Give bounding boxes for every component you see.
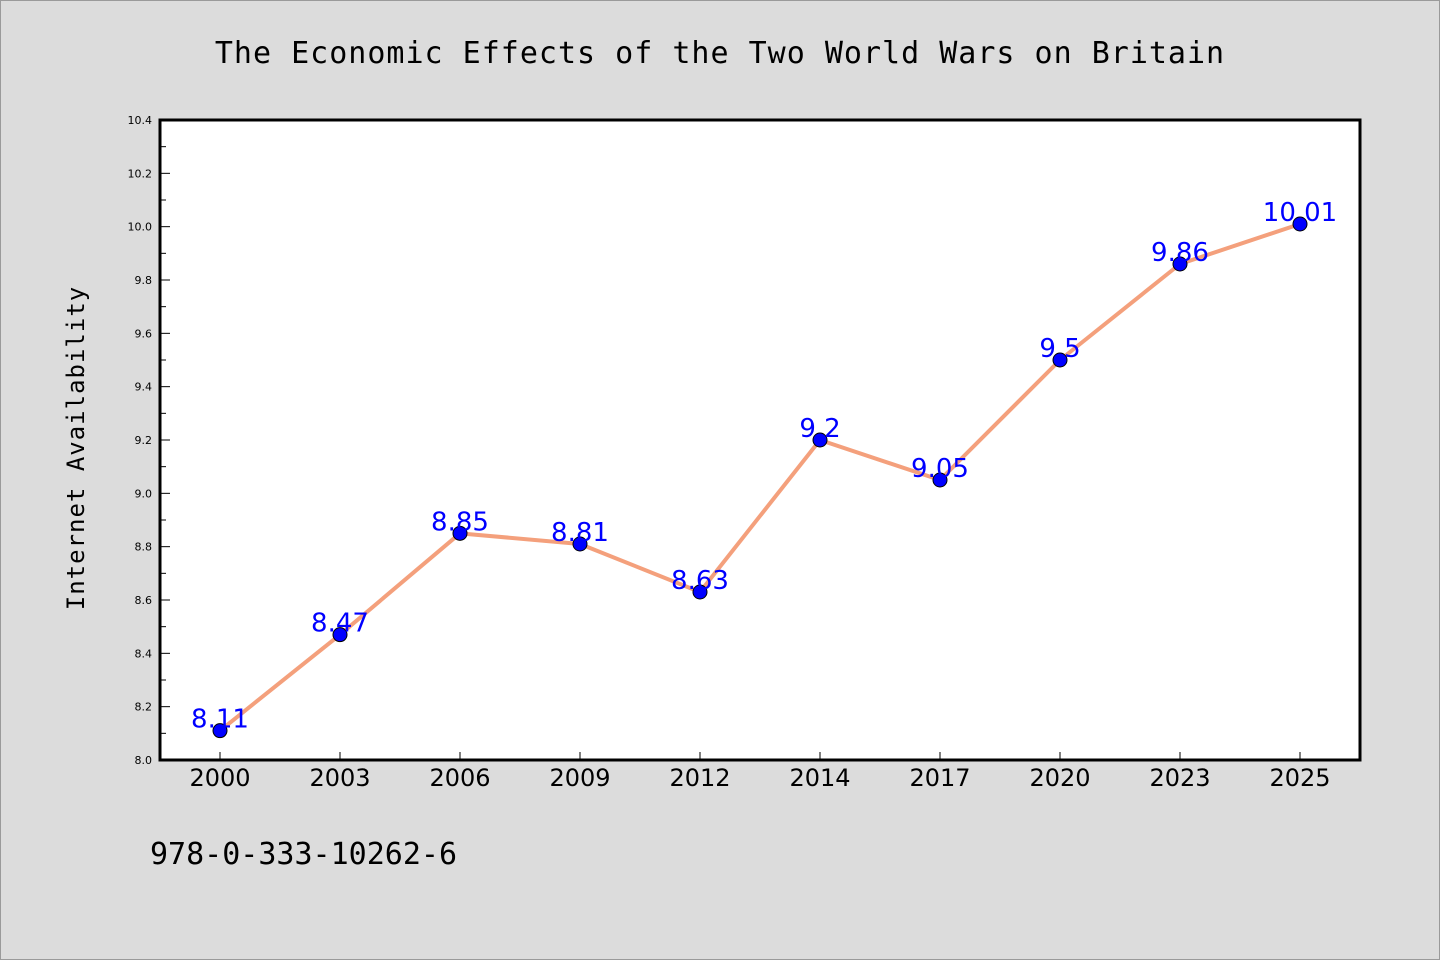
series-polyline (218, 222, 1301, 733)
data-point (332, 627, 348, 643)
data-point (1292, 216, 1308, 232)
data-label: 8.63 (671, 566, 729, 596)
y-tick-label: 9.6 (135, 327, 153, 340)
data-point (812, 432, 828, 448)
data-label: 8.81 (551, 518, 609, 548)
x-tick-label: 2014 (789, 764, 850, 792)
y-tick-label: 8.8 (135, 541, 153, 554)
data-label: 8.85 (431, 507, 489, 537)
isbn-text: 978-0-333-10262-6 (150, 837, 457, 872)
y-tick-label: 8.2 (135, 701, 153, 714)
y-tick-label: 10.4 (128, 114, 153, 127)
y-axis: 8.0 8.2 8.4 8.6 8.8 9.0 9.2 9.4 9.6 9.8 10.0 10.2 10… (128, 114, 170, 767)
y-tick-label: 9.0 (135, 487, 153, 500)
x-tick-label: 2020 (1029, 764, 1090, 792)
data-label: 9.05 (911, 454, 969, 484)
x-tick-label: 2003 (309, 764, 370, 792)
y-tick-label: 9.8 (135, 274, 153, 287)
data-points (212, 216, 1308, 739)
data-point (1052, 352, 1068, 368)
data-labels: 8.11 8.47 8.85 8.81 8.63 9.2 9.05 9.5 9.86 10.01 (191, 198, 1337, 735)
x-tick-label: 2023 (1149, 764, 1210, 792)
data-point (212, 723, 228, 739)
series-line (218, 222, 1301, 733)
data-label: 9.86 (1151, 238, 1209, 268)
x-tick-label: 2006 (429, 764, 490, 792)
y-tick-label: 9.2 (135, 434, 153, 447)
x-tick-label: 2025 (1269, 764, 1330, 792)
data-label: 9.5 (1039, 334, 1080, 364)
y-tick-label: 10.0 (128, 221, 153, 234)
data-point (932, 472, 948, 488)
x-tick-label: 2000 (189, 764, 250, 792)
plot-border (158, 118, 1362, 762)
data-point (692, 584, 708, 600)
y-axis-label: Internet Availability (62, 286, 90, 610)
y-tick-label: 9.4 (135, 381, 153, 394)
data-label: 8.47 (311, 609, 369, 639)
y-tick-label: 8.4 (135, 647, 153, 660)
data-point (572, 536, 588, 552)
x-tick-label: 2017 (909, 764, 970, 792)
data-point (452, 525, 468, 541)
y-tick-label: 8.6 (135, 594, 153, 607)
x-tick-label: 2012 (669, 764, 730, 792)
data-point (1172, 256, 1188, 272)
data-label: 9.2 (799, 414, 840, 444)
x-axis: 2000 2003 2006 2009 2012 2014 2017 2020 2023 2025 (189, 752, 1331, 792)
data-label: 8.11 (191, 705, 249, 735)
plot-area (160, 120, 1360, 760)
y-tick-label: 10.2 (128, 167, 153, 180)
chart-title: The Economic Effects of the Two World Wa… (215, 36, 1225, 71)
data-label: 10.01 (1263, 198, 1337, 228)
y-tick-label: 8.0 (135, 754, 153, 767)
x-tick-label: 2009 (549, 764, 610, 792)
